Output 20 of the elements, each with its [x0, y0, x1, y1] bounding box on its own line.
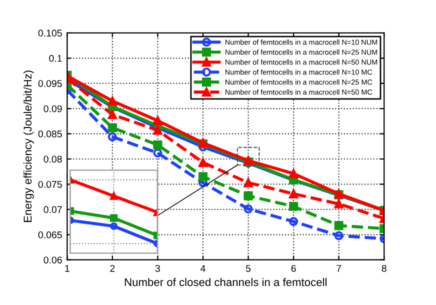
- x-tick-label: 2: [110, 264, 115, 272]
- y-tick-label: 0.095: [38, 80, 62, 87]
- x-tick-label: 1: [65, 265, 70, 272]
- x-tick-label: 4: [200, 265, 206, 272]
- x-tick-label: 3: [155, 264, 160, 272]
- y-tick-label: 0.06: [44, 256, 62, 264]
- y-tick-label: 0.105: [38, 30, 62, 37]
- y-tick-label: 0.09: [44, 105, 62, 112]
- x-tick-label: 6: [291, 264, 296, 272]
- x-tick-label: 7: [336, 265, 342, 272]
- y-tick-label: 0.07: [44, 206, 62, 214]
- x-tick-label: 5: [246, 265, 251, 272]
- y-tick-label: 0.1: [49, 54, 62, 62]
- x-tick-label: 8: [382, 264, 386, 272]
- y-tick-label: 0.08: [44, 156, 62, 163]
- y-tick-label: 0.075: [38, 180, 62, 188]
- y-tick-label: 0.065: [38, 231, 62, 238]
- y-tick-label: 0.085: [38, 130, 62, 138]
- x-axis-title: Number of closed channels in a femtocell: [124, 278, 326, 286]
- y-axis-title: Energy efficiency (Joule/bit/Hz): [23, 70, 34, 222]
